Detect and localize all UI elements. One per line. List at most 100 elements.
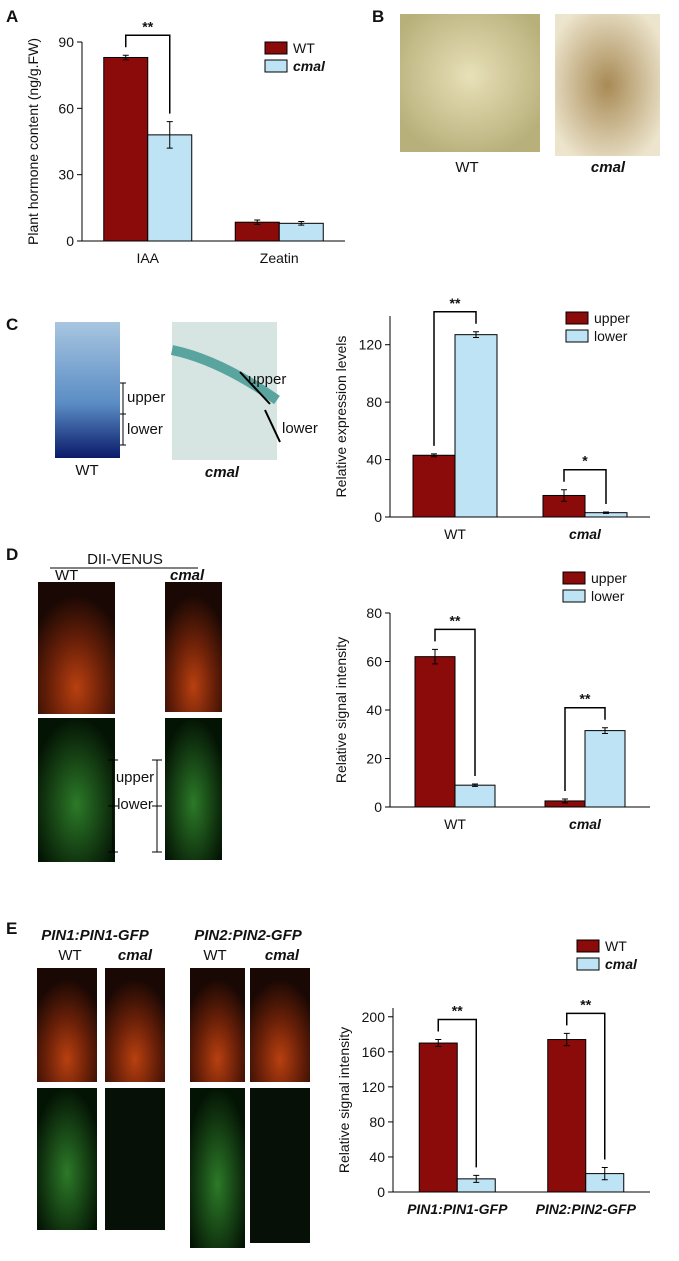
image-label: cmal (170, 567, 205, 584)
bar (412, 454, 456, 518)
y-axis-label: Plant hormone content (ng/g.FW) (25, 38, 41, 245)
bar (278, 222, 324, 242)
image-label: WT (55, 567, 78, 584)
panel-c-images: upper lower upper lower WT cmal (55, 322, 318, 481)
error-bar (166, 121, 173, 149)
image-label: WT (203, 947, 226, 964)
significance-label: ** (580, 691, 591, 707)
leaf-image (555, 14, 660, 156)
legend-label: cmal (293, 58, 326, 74)
legend-label: upper (594, 310, 630, 326)
root-shape (170, 345, 280, 405)
x-tick-label: PIN1:PIN1-GFP (407, 1201, 508, 1217)
panel-letter: D (6, 545, 18, 564)
error-bar (561, 489, 567, 502)
image-label: WT (455, 159, 478, 176)
image-title: DII-VENUS (87, 551, 163, 568)
significance-bracket (125, 34, 171, 114)
y-tick-label: 40 (366, 702, 382, 718)
image-label: cmal (205, 464, 240, 481)
error-bar (431, 453, 437, 458)
y-tick-label: 40 (369, 1149, 385, 1165)
region-label: lower (117, 796, 153, 813)
panel-letter: C (6, 315, 18, 334)
root-image (105, 1088, 165, 1230)
y-axis-label: Relative signal intensity (333, 637, 349, 783)
error-bar (563, 1032, 570, 1047)
y-tick-label: 80 (369, 1114, 385, 1130)
y-tick-label: 80 (366, 394, 382, 410)
root-image (38, 718, 115, 862)
significance-bracket (566, 1012, 606, 1160)
bar (584, 730, 626, 808)
x-tick-label: cmal (569, 526, 602, 542)
significance-bracket (434, 628, 476, 776)
significance-label: * (582, 453, 588, 469)
y-tick-label: 0 (374, 509, 382, 525)
image-label: WT (58, 947, 81, 964)
error-bar (298, 221, 305, 226)
root-image (55, 322, 120, 458)
y-tick-label: 60 (58, 100, 74, 116)
leaf-image (400, 14, 540, 152)
legend-label: WT (293, 40, 315, 56)
bar (414, 656, 456, 808)
root-image (250, 968, 310, 1082)
y-tick-label: 0 (377, 1184, 385, 1200)
panel-d-images: DII-VENUS WT cmal upper lower (38, 551, 222, 862)
bracket (108, 759, 162, 853)
x-tick-label: WT (444, 816, 466, 832)
legend-label: cmal (605, 956, 638, 972)
error-bar (562, 798, 568, 804)
legend-label: lower (594, 328, 628, 344)
error-bar (602, 727, 608, 735)
y-tick-label: 40 (366, 452, 382, 468)
bar (454, 784, 496, 808)
region-label: upper (127, 389, 165, 406)
error-bar (472, 783, 478, 787)
group-label: PIN2:PIN2-GFP (194, 927, 303, 944)
x-tick-label: PIN2:PIN2-GFP (536, 1201, 637, 1217)
significance-bracket (563, 468, 607, 504)
y-axis-label: Relative expression levels (333, 336, 349, 498)
panel-letters: A B C D E (6, 7, 384, 938)
legend-label: upper (591, 570, 627, 586)
root-image (165, 582, 222, 712)
y-tick-label: 90 (58, 34, 74, 50)
significance-bracket (564, 706, 606, 791)
significance-label: ** (142, 18, 153, 34)
panel-e-images: PIN1:PIN1-GFP PIN2:PIN2-GFP WT cmal WT c… (37, 927, 310, 1248)
bar (418, 1042, 458, 1193)
bar (454, 334, 498, 518)
significance-bracket (437, 1018, 477, 1168)
y-tick-label: 160 (362, 1044, 386, 1060)
y-tick-label: 200 (362, 1009, 386, 1025)
legend-swatch (565, 329, 589, 343)
error-bar (603, 511, 609, 514)
bar (234, 221, 280, 242)
legend-swatch (565, 311, 589, 325)
bracket (239, 371, 281, 443)
y-tick-label: 120 (362, 1079, 386, 1095)
error-bar (473, 1174, 480, 1183)
region-label: lower (282, 420, 318, 437)
root-image (250, 1088, 310, 1243)
root-image (190, 1088, 245, 1248)
legend-swatch (264, 59, 288, 73)
y-axis-label: Relative signal intensity (336, 1027, 352, 1173)
bar (147, 134, 193, 242)
bar (547, 1039, 587, 1193)
error-bar (254, 219, 261, 225)
error-bar (601, 1166, 608, 1181)
image-label: cmal (265, 947, 300, 964)
y-tick-label: 0 (374, 799, 382, 815)
x-tick-label: WT (444, 526, 466, 542)
bracket (120, 382, 126, 446)
image-label: cmal (591, 159, 626, 176)
y-tick-label: 20 (366, 751, 382, 767)
significance-label: ** (452, 1003, 463, 1019)
root-image (37, 1088, 97, 1230)
significance-bracket (433, 311, 477, 446)
y-tick-label: 30 (58, 167, 74, 183)
